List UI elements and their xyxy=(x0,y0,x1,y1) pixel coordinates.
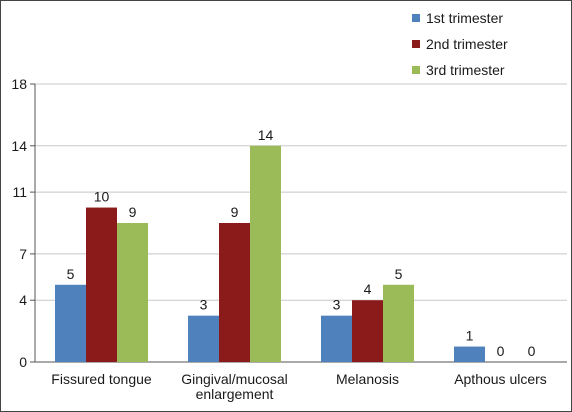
x-tick-label-2: Melanosis xyxy=(336,371,399,387)
y-tick-label-11: 11 xyxy=(12,184,27,200)
x-tick-label-1-line1: enlargement xyxy=(196,386,274,402)
x-tick-label-3: Apthous ulcers xyxy=(454,371,547,387)
legend-label-3rd-trimester: 3rd trimester xyxy=(426,62,505,78)
legend-label-1st-trimester: 1st trimester xyxy=(426,10,504,26)
legend-item-2nd-trimester: 2nd trimester xyxy=(412,31,508,57)
legend-item-3rd-trimester: 3rd trimester xyxy=(412,57,508,83)
data-label-series2-cat3: 0 xyxy=(528,343,536,359)
y-tick-label-0: 0 xyxy=(19,354,27,370)
y-tick-label-4: 4 xyxy=(19,292,27,308)
data-label-series0-cat3: 1 xyxy=(466,328,474,344)
data-label-series1-cat1: 9 xyxy=(231,204,239,220)
data-label-series1-cat3: 0 xyxy=(497,343,505,359)
x-tick-label-1-line0: Gingival/mucosal xyxy=(181,371,288,387)
data-label-series0-cat1: 3 xyxy=(200,297,208,313)
legend-swatch-1st-trimester xyxy=(412,14,420,22)
data-label-series2-cat0: 9 xyxy=(129,204,137,220)
bar-series1-cat0 xyxy=(86,207,117,362)
legend-swatch-2nd-trimester xyxy=(412,40,420,48)
data-label-series0-cat2: 3 xyxy=(333,297,341,313)
data-label-series1-cat2: 4 xyxy=(364,281,372,297)
x-tick-label-0: Fissured tongue xyxy=(51,371,152,387)
legend-item-1st-trimester: 1st trimester xyxy=(412,5,508,31)
data-label-series2-cat2: 5 xyxy=(395,266,403,282)
bar-series0-cat0 xyxy=(55,284,86,362)
y-tick-label-14: 14 xyxy=(11,138,27,154)
y-tick-label-7: 7 xyxy=(19,246,27,262)
bar-series2-cat0 xyxy=(117,223,148,362)
bar-series0-cat1 xyxy=(188,315,219,362)
legend-swatch-3rd-trimester xyxy=(412,66,420,74)
data-label-series1-cat0: 10 xyxy=(94,189,110,205)
bar-series0-cat2 xyxy=(321,315,352,362)
y-tick-label-18: 18 xyxy=(11,76,27,92)
bar-series2-cat2 xyxy=(383,284,414,362)
bar-series0-cat3 xyxy=(454,346,485,362)
legend-label-2nd-trimester: 2nd trimester xyxy=(426,36,508,52)
bar-series1-cat1 xyxy=(219,223,250,362)
data-label-series2-cat1: 14 xyxy=(258,127,274,143)
bar-series2-cat1 xyxy=(250,145,281,362)
bar-series1-cat2 xyxy=(352,300,383,362)
data-label-series0-cat0: 5 xyxy=(67,266,75,282)
legend: 1st trimester 2nd trimester 3rd trimeste… xyxy=(412,5,508,83)
